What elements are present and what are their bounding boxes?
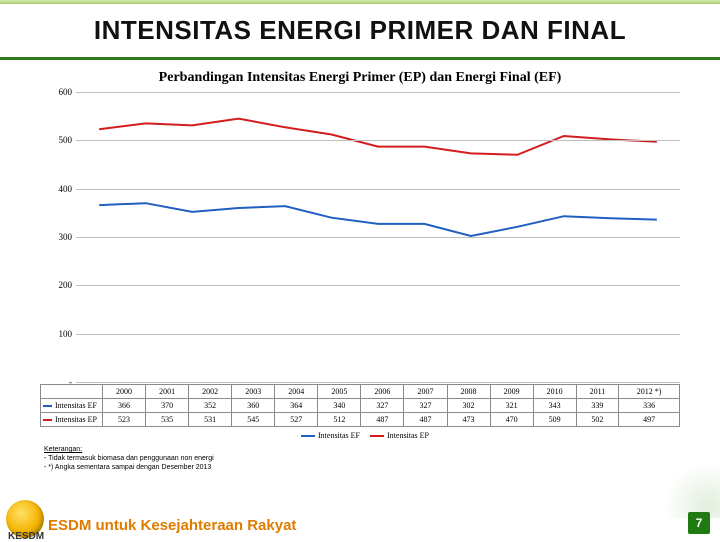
table-cell: 527 bbox=[275, 413, 318, 427]
chart-ytick-label: 100 bbox=[59, 329, 73, 339]
table-cell: 364 bbox=[275, 399, 318, 413]
table-cell: 327 bbox=[404, 399, 447, 413]
ministry-label: KESDM bbox=[8, 531, 44, 542]
table-cell: 336 bbox=[619, 399, 680, 413]
page-number: 7 bbox=[688, 512, 710, 534]
table-cell: 509 bbox=[533, 413, 576, 427]
table-cell: 512 bbox=[318, 413, 361, 427]
chart-series-ep bbox=[99, 119, 657, 155]
chart-gridline bbox=[76, 237, 680, 238]
table-col-header: 2005 bbox=[318, 385, 361, 399]
chart-ytick-label: - bbox=[69, 377, 72, 387]
legend-swatch bbox=[370, 435, 384, 437]
table-cell: 370 bbox=[146, 399, 189, 413]
chart-gridline bbox=[76, 285, 680, 286]
chart-gridline bbox=[76, 382, 680, 383]
table-col-header: 2000 bbox=[103, 385, 146, 399]
table-col-header: 2001 bbox=[146, 385, 189, 399]
chart-ytick-label: 400 bbox=[59, 184, 73, 194]
chart-ytick-label: 500 bbox=[59, 135, 73, 145]
table-cell: 473 bbox=[447, 413, 490, 427]
table-cell: 502 bbox=[576, 413, 618, 427]
notes-line-1: - Tidak termasuk biomasa dan penggunaan … bbox=[44, 455, 214, 462]
series-swatch bbox=[43, 419, 52, 421]
table-cell: 360 bbox=[232, 399, 275, 413]
chart-notes: Keterangan: - Tidak termasuk biomasa dan… bbox=[44, 446, 720, 472]
table-cell: 302 bbox=[447, 399, 490, 413]
table-cell: 339 bbox=[576, 399, 618, 413]
legend-swatch bbox=[301, 435, 315, 437]
table-col-header: 2006 bbox=[361, 385, 404, 399]
chart-subtitle: Perbandingan Intensitas Energi Primer (E… bbox=[0, 70, 720, 86]
chart-series-ef bbox=[99, 203, 657, 236]
table-row: Intensitas EF366370352360364340327327302… bbox=[41, 399, 680, 413]
table-col-header: 2007 bbox=[404, 385, 447, 399]
table-cell: 470 bbox=[490, 413, 533, 427]
table-cell: 340 bbox=[318, 399, 361, 413]
table-cell: 487 bbox=[404, 413, 447, 427]
table-col-header: 2003 bbox=[232, 385, 275, 399]
legend-label: Intensitas EP bbox=[387, 431, 429, 440]
chart-gridline bbox=[76, 189, 680, 190]
table-col-header: 2010 bbox=[533, 385, 576, 399]
series-swatch bbox=[43, 405, 52, 407]
table-cell: 487 bbox=[361, 413, 404, 427]
table-col-header: 2009 bbox=[490, 385, 533, 399]
ministry-logo: KESDM bbox=[6, 500, 44, 538]
chart-legend: Intensitas EF Intensitas EP bbox=[0, 431, 720, 440]
series-label: Intensitas EF bbox=[55, 401, 97, 410]
chart-ytick-label: 200 bbox=[59, 280, 73, 290]
table-col-header: 2011 bbox=[576, 385, 618, 399]
table-col-header: 2004 bbox=[275, 385, 318, 399]
chart-ytick-label: 600 bbox=[59, 87, 73, 97]
line-chart: -100200300400500600 bbox=[40, 92, 680, 382]
series-label: Intensitas EP bbox=[55, 415, 97, 424]
table-row-header: Intensitas EF bbox=[41, 399, 103, 413]
table-col-header: 2008 bbox=[447, 385, 490, 399]
table-cell: 327 bbox=[361, 399, 404, 413]
table-row-header: Intensitas EP bbox=[41, 413, 103, 427]
header-band: INTENSITAS ENERGI PRIMER DAN FINAL bbox=[0, 0, 720, 60]
table-col-header: 2012 *) bbox=[619, 385, 680, 399]
notes-heading: Keterangan: bbox=[44, 446, 82, 453]
table-cell: 366 bbox=[103, 399, 146, 413]
table-cell: 535 bbox=[146, 413, 189, 427]
notes-line-2: - *) Angka sementara sampai dengan Desem… bbox=[44, 464, 211, 471]
chart-ytick-label: 300 bbox=[59, 232, 73, 242]
chart-gridline bbox=[76, 334, 680, 335]
table-header-row: 2000200120022003200420052006200720082009… bbox=[41, 385, 680, 399]
footer-text: ESDM untuk Kesejahteraan Rakyat bbox=[48, 517, 296, 534]
table-cell: 343 bbox=[533, 399, 576, 413]
chart-gridline bbox=[76, 92, 680, 93]
slide-title: INTENSITAS ENERGI PRIMER DAN FINAL bbox=[0, 0, 720, 60]
chart-gridline bbox=[76, 140, 680, 141]
table-cell: 531 bbox=[189, 413, 232, 427]
legend-label: Intensitas EF bbox=[318, 431, 360, 440]
table-cell: 523 bbox=[103, 413, 146, 427]
table-col-header: 2002 bbox=[189, 385, 232, 399]
table-row: Intensitas EP523535531545527512487487473… bbox=[41, 413, 680, 427]
slide-footer: KESDM ESDM untuk Kesejahteraan Rakyat 7 bbox=[0, 510, 720, 540]
table-cell: 497 bbox=[619, 413, 680, 427]
table-body: Intensitas EF366370352360364340327327302… bbox=[41, 399, 680, 427]
table-cell: 545 bbox=[232, 413, 275, 427]
table-cell: 352 bbox=[189, 399, 232, 413]
table-cell: 321 bbox=[490, 399, 533, 413]
chart-data-table: 2000200120022003200420052006200720082009… bbox=[40, 384, 680, 427]
